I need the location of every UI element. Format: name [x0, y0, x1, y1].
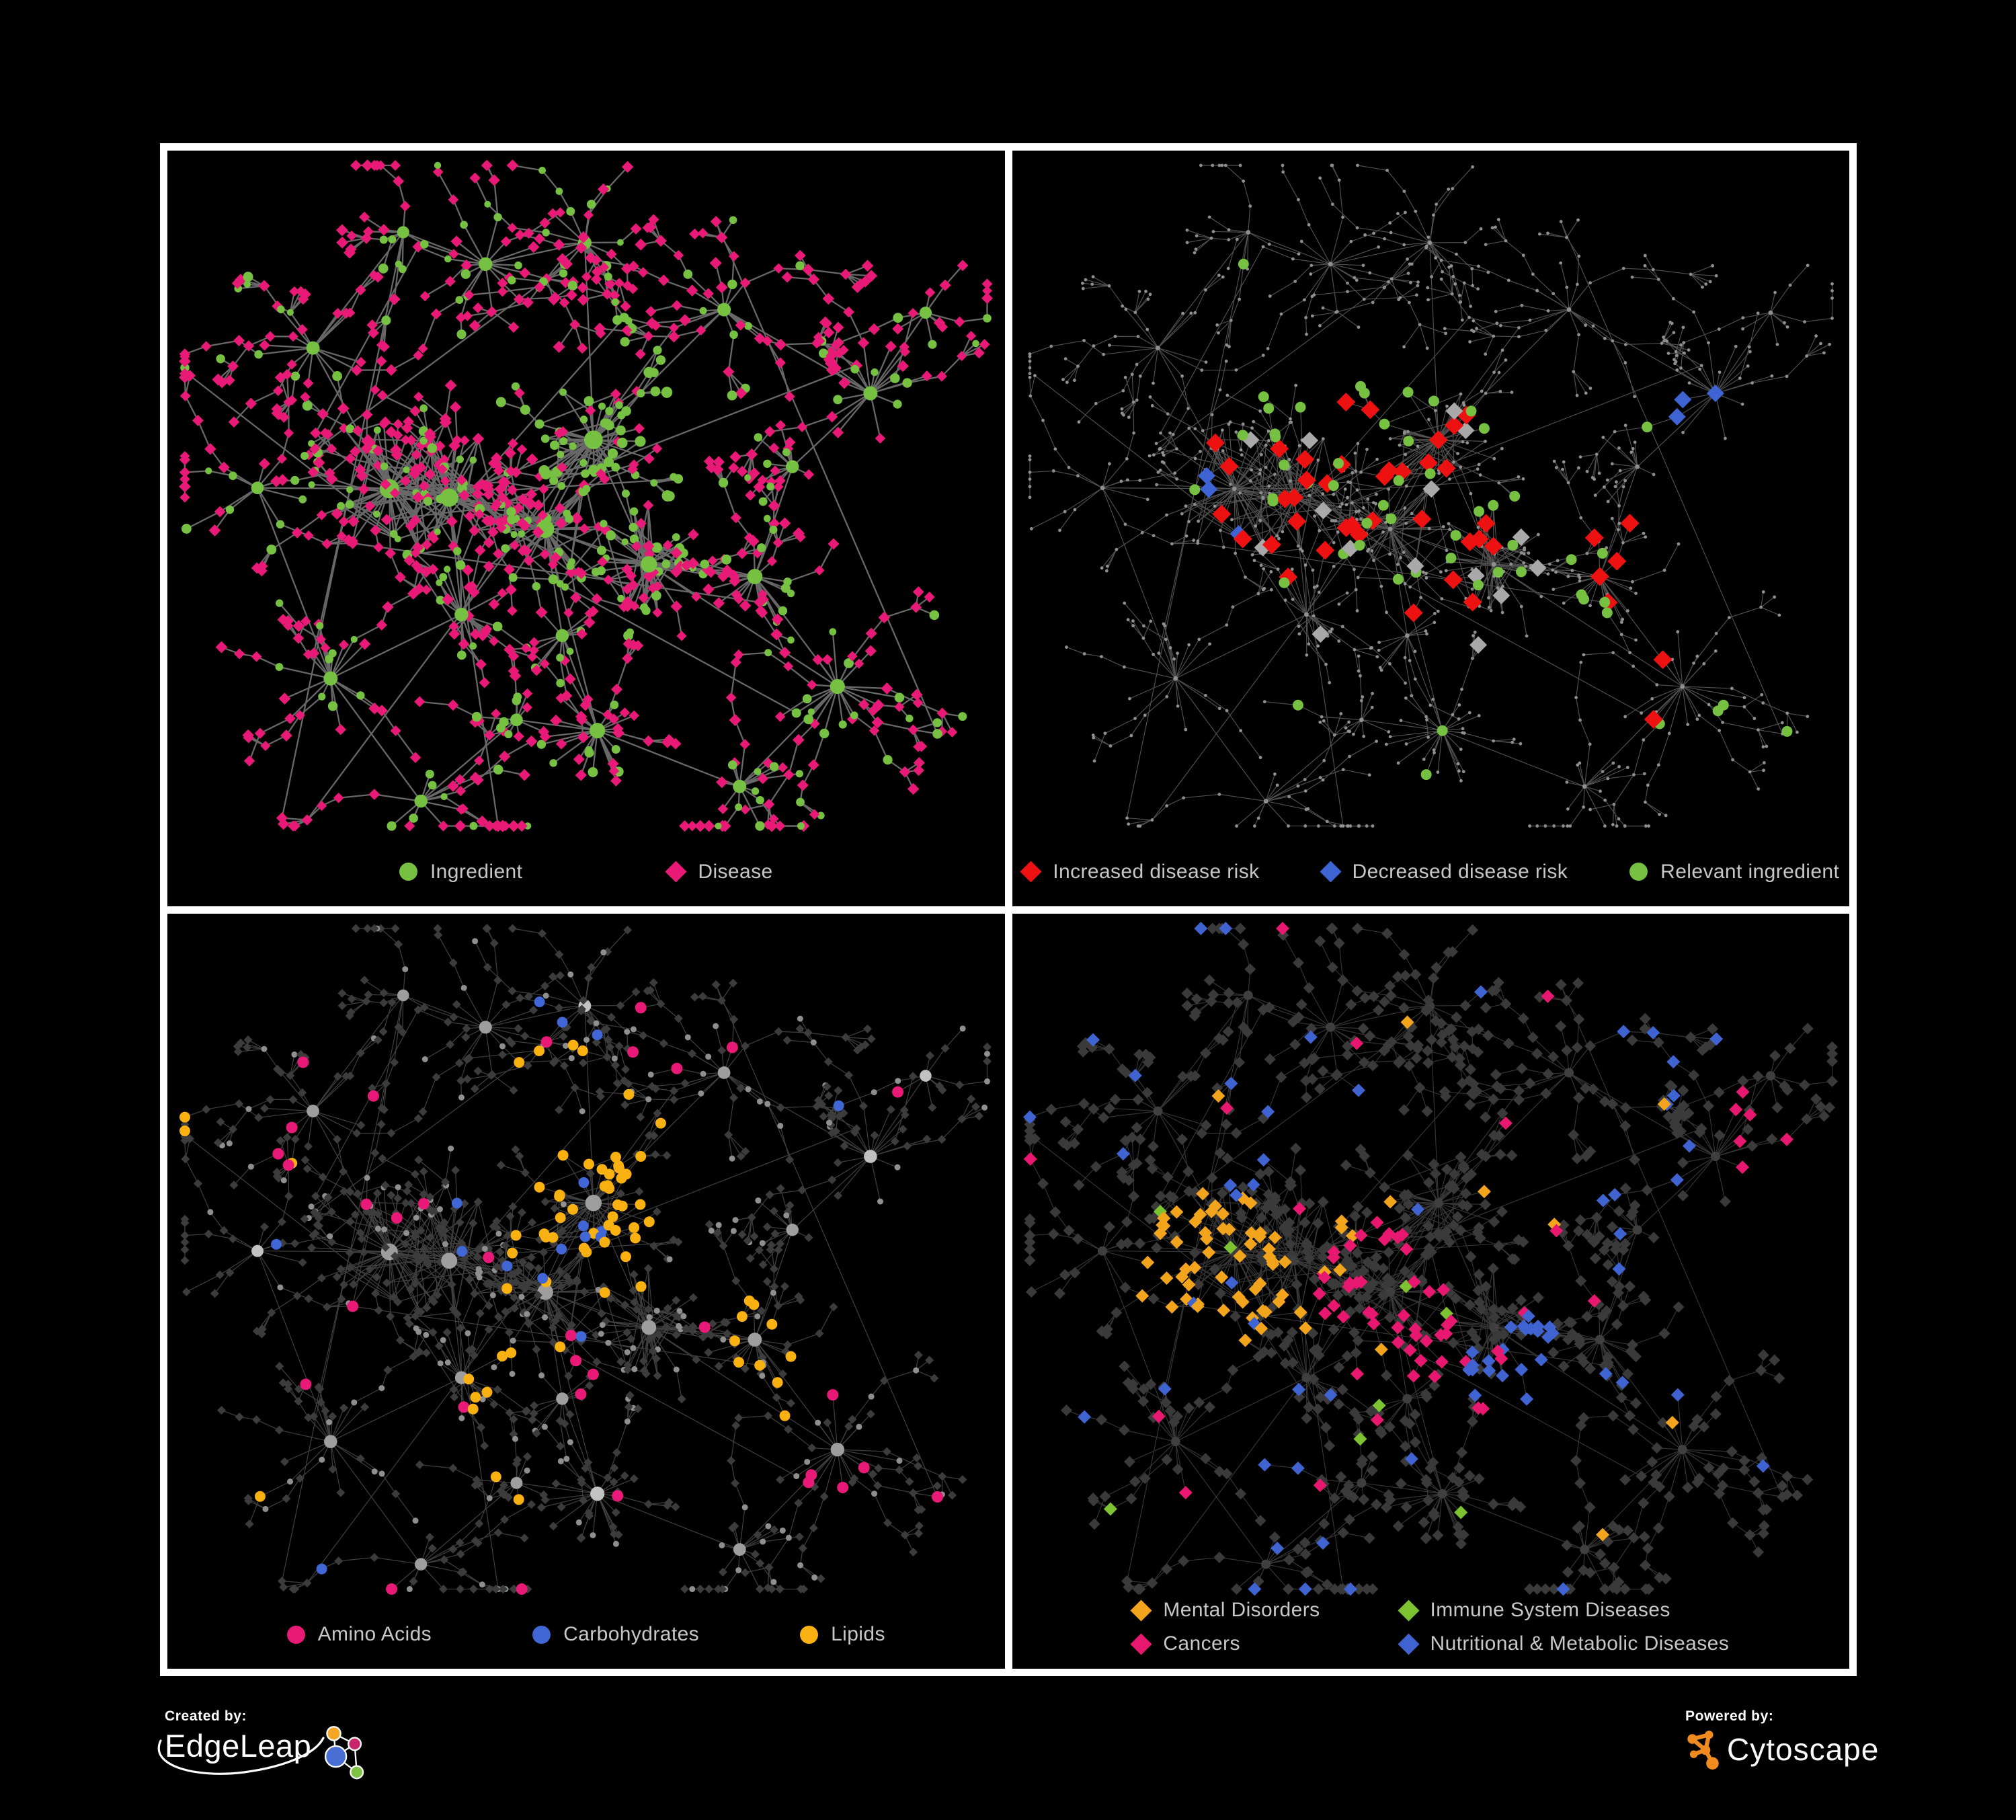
cytoscape-wordmark-row: Cytoscape	[1685, 1729, 1879, 1770]
legend-label: Increased disease risk	[1053, 860, 1260, 883]
relevant-ingredient-swatch-icon	[1629, 863, 1648, 881]
edgeleap-wordmark: EdgeLeap	[165, 1728, 312, 1764]
nutritional-diseases-swatch-icon	[1397, 1632, 1420, 1655]
panel-grid: Ingredient Disease Increased disease ris…	[160, 143, 1857, 1676]
mental-disorders-swatch-icon	[1130, 1599, 1152, 1622]
legend-disease-risk: Increased disease risk Decreased disease…	[1012, 861, 1850, 883]
legend-label: Nutritional & Metabolic Diseases	[1430, 1632, 1730, 1655]
panel-disease-classes: Mental Disorders Immune System Diseases …	[1012, 913, 1850, 1669]
legend-item: Relevant ingredient	[1629, 861, 1839, 883]
legend-item: Ingredient	[399, 861, 522, 883]
cytoscape-network-icon	[1687, 1731, 1719, 1770]
legend-item: Cancers	[1130, 1632, 1320, 1655]
edgeleap-wordmark-row: EdgeLeap	[165, 1726, 366, 1790]
disease-swatch-icon	[665, 861, 687, 883]
legend-ingredient-disease: Ingredient Disease	[167, 861, 1005, 883]
legend-nutrient-classes: Amino Acids Carbohydrates Lipids	[167, 1623, 1005, 1646]
legend-item: Carbohydrates	[532, 1623, 699, 1646]
immune-diseases-swatch-icon	[1397, 1599, 1420, 1622]
network-graph-ingredient-disease	[179, 159, 994, 832]
panel-ingredient-disease: Ingredient Disease	[167, 151, 1005, 906]
panel-disease-risk: Increased disease risk Decreased disease…	[1012, 151, 1850, 906]
cytoscape-wordmark: Cytoscape	[1727, 1732, 1880, 1767]
legend-label: Cancers	[1163, 1632, 1240, 1655]
legend-item: Immune System Diseases	[1397, 1599, 1730, 1622]
powered-by-label: Powered by:	[1685, 1708, 1774, 1724]
legend-label: Carbohydrates	[563, 1623, 700, 1645]
edgeleap-logo: Created by: EdgeLeap	[157, 1708, 366, 1816]
network-graph-disease-risk	[1028, 163, 1834, 828]
legend-item: Nutritional & Metabolic Diseases	[1397, 1632, 1730, 1655]
legend-item: Amino Acids	[286, 1623, 432, 1646]
legend-label: Amino Acids	[317, 1623, 432, 1645]
legend-disease-classes: Mental Disorders Immune System Diseases …	[1012, 1599, 1850, 1655]
legend-item: Increased disease risk	[1020, 860, 1260, 883]
network-graph-nutrient-classes	[179, 923, 992, 1595]
carbohydrates-swatch-icon	[532, 1625, 551, 1644]
created-by-label: Created by:	[165, 1708, 247, 1724]
ingredient-swatch-icon	[399, 863, 417, 881]
cytoscape-logo: Powered by: Cytoscape	[1685, 1708, 1879, 1770]
increased-risk-swatch-icon	[1020, 861, 1042, 883]
amino-acids-swatch-icon	[286, 1625, 305, 1644]
legend-label: Lipids	[831, 1623, 885, 1645]
network-graph-disease-classes	[1022, 921, 1838, 1596]
lipids-swatch-icon	[800, 1625, 819, 1644]
legend-item: Mental Disorders	[1130, 1599, 1320, 1622]
legend-item: Decreased disease risk	[1319, 860, 1568, 883]
legend-label: Disease	[698, 860, 773, 883]
edgeleap-network-icon	[325, 1726, 364, 1780]
cancers-swatch-icon	[1130, 1632, 1152, 1655]
legend-item: Lipids	[800, 1623, 885, 1646]
legend-label: Relevant ingredient	[1660, 860, 1840, 883]
legend-label: Immune System Diseases	[1430, 1599, 1670, 1621]
decreased-risk-swatch-icon	[1319, 861, 1342, 883]
legend-label: Decreased disease risk	[1352, 860, 1568, 883]
legend-item: Disease	[665, 860, 773, 883]
legend-label: Ingredient	[430, 860, 523, 883]
panel-nutrient-classes: Amino Acids Carbohydrates Lipids	[167, 913, 1005, 1669]
legend-label: Mental Disorders	[1163, 1599, 1320, 1621]
